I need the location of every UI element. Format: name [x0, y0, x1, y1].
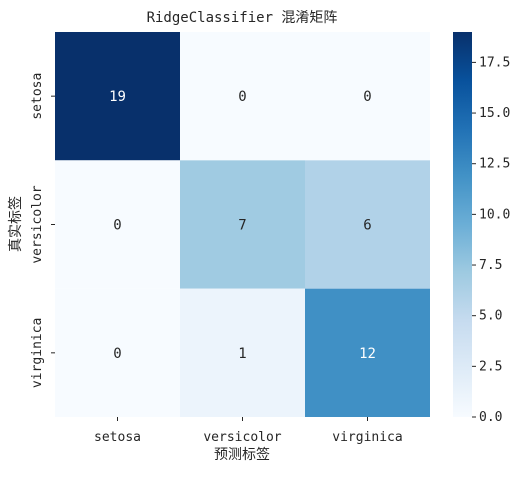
heatmap-cell — [55, 32, 180, 161]
x-tick-labels: setosa versicolor virginica — [94, 417, 403, 445]
heatmap-cell — [55, 160, 180, 289]
colorbar-tick-label: 2.5 — [479, 359, 502, 374]
y-tick-labels: setosa versicolor virginica — [30, 73, 55, 388]
y-tick-label: setosa — [30, 73, 45, 120]
heatmap-cell — [180, 32, 305, 161]
y-axis-label: 真实标签 — [7, 196, 24, 252]
cell-value-label: 0 — [363, 89, 371, 105]
cell-value-label: 12 — [359, 346, 376, 362]
colorbar — [453, 32, 472, 417]
chart-title: RidgeClassifier 混淆矩阵 — [147, 10, 338, 26]
y-tick-label: versicolor — [30, 185, 45, 263]
x-axis-label: 预测标签 — [214, 446, 270, 463]
cell-value-label: 0 — [238, 89, 246, 105]
x-tick-label: setosa — [94, 430, 141, 445]
y-tick-label: virginica — [30, 318, 45, 388]
colorbar-tick-label: 0.0 — [479, 410, 502, 425]
colorbar-tick-label: 10.0 — [479, 207, 510, 222]
x-tick-label: versicolor — [203, 430, 281, 445]
cell-value-label: 1 — [238, 346, 246, 362]
colorbar-tick-label: 17.5 — [479, 55, 510, 70]
cell-value-label: 19 — [109, 89, 126, 105]
cell-value-label: 0 — [113, 346, 121, 362]
heatmap-cells — [55, 32, 430, 417]
heatmap-cell — [55, 288, 180, 417]
cell-value-label: 7 — [238, 218, 246, 234]
cell-value-label: 0 — [113, 218, 121, 234]
colorbar-ticks: 0.0 2.5 5.0 7.5 10.0 12.5 15.0 17.5 — [472, 55, 510, 425]
cell-value-label: 6 — [363, 218, 371, 234]
heatmap-cell — [180, 160, 305, 289]
colorbar-tick-label: 15.0 — [479, 106, 510, 121]
heatmap-cell — [305, 160, 430, 289]
colorbar-tick-label: 12.5 — [479, 157, 510, 172]
cell-annotations: 19 0 0 0 7 6 0 1 12 — [109, 89, 376, 362]
colorbar-tick-label: 5.0 — [479, 309, 502, 324]
heatmap-cell — [305, 288, 430, 417]
heatmap-cell — [180, 288, 305, 417]
heatmap-cell — [305, 32, 430, 161]
x-tick-label: virginica — [332, 430, 402, 445]
colorbar-tick-label: 7.5 — [479, 258, 502, 273]
